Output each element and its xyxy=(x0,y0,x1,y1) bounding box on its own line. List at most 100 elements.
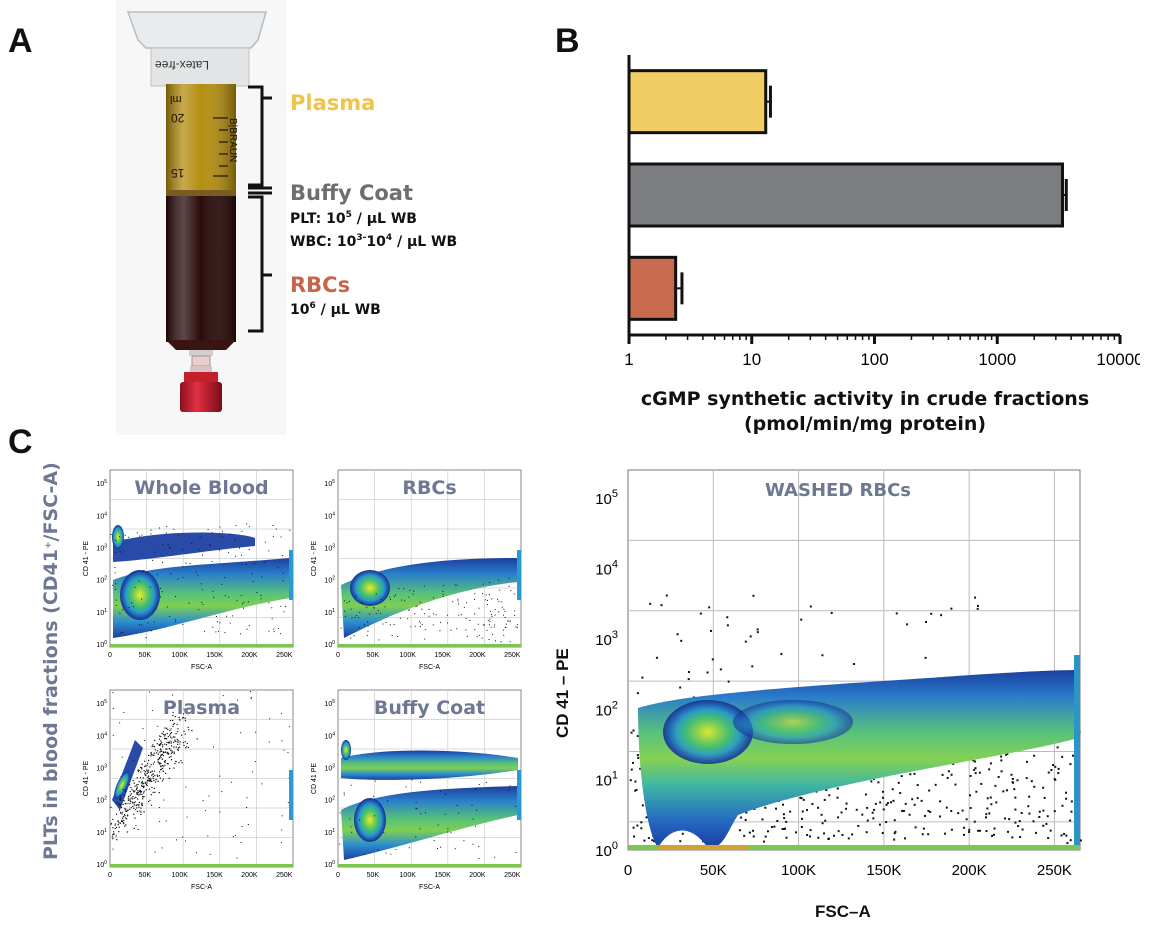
event-dot xyxy=(1043,796,1046,799)
event-dot xyxy=(154,774,156,777)
event-dot xyxy=(160,757,162,759)
event-dot xyxy=(485,594,487,596)
event-dot xyxy=(828,794,831,797)
x-tick-label: 100K xyxy=(172,652,189,659)
event-dot xyxy=(161,765,164,767)
syringe-unit-text: ml xyxy=(170,93,182,105)
x-tick-label: 1000 xyxy=(978,350,1016,369)
event-dot xyxy=(800,618,803,621)
event-dot xyxy=(444,793,446,795)
event-dot xyxy=(346,602,348,604)
event-dot xyxy=(343,792,345,794)
event-dot xyxy=(404,600,406,602)
event-dot xyxy=(280,605,282,607)
event-dot xyxy=(515,626,517,628)
event-dot xyxy=(240,841,242,843)
event-dot xyxy=(151,710,153,712)
y-tick-label: 104 xyxy=(324,511,335,520)
event-dot xyxy=(1063,832,1066,835)
event-dot xyxy=(984,816,987,819)
event-dot xyxy=(1028,795,1031,798)
event-dot xyxy=(976,607,979,610)
event-dot xyxy=(138,804,140,806)
event-dot xyxy=(1000,770,1003,773)
event-dot xyxy=(634,780,637,783)
event-dot xyxy=(278,627,280,629)
event-dot xyxy=(186,816,188,818)
event-dot xyxy=(143,770,145,772)
bar-chart: 1 10 100 1000 10000 xyxy=(624,55,1140,369)
event-dot xyxy=(288,726,290,728)
event-dot xyxy=(893,838,896,841)
panel-letter-a: A xyxy=(8,22,33,60)
event-dot xyxy=(159,751,161,753)
event-dot xyxy=(423,613,425,615)
event-dot xyxy=(985,813,988,816)
event-dot xyxy=(112,834,114,836)
event-dot xyxy=(181,717,184,719)
event-dot xyxy=(166,752,168,754)
event-dot xyxy=(740,816,743,819)
event-dot xyxy=(172,714,174,716)
event-dot xyxy=(143,785,145,787)
event-dot xyxy=(727,680,730,683)
event-dot xyxy=(158,762,160,764)
event-dot xyxy=(174,596,176,598)
event-dot xyxy=(110,534,112,536)
event-dot xyxy=(160,743,162,745)
event-dot xyxy=(187,746,190,749)
flow-plot-title: Whole Blood xyxy=(134,477,268,499)
event-dot xyxy=(387,800,389,802)
density-core xyxy=(354,798,386,842)
event-dot xyxy=(1006,789,1009,792)
event-dot xyxy=(173,751,175,753)
event-dot xyxy=(975,790,978,793)
event-dot xyxy=(785,820,788,823)
event-dot xyxy=(508,620,510,622)
event-dot xyxy=(416,605,418,607)
event-dot xyxy=(837,830,840,833)
event-dot xyxy=(800,826,803,829)
flow-plot-rbcs: 100 101 102 103 104 105 0 50K 100K 150K 200K 250K FS… xyxy=(311,469,522,671)
event-dot xyxy=(350,637,352,639)
big-plot-title: WASHED RBCs xyxy=(765,480,912,501)
event-dot xyxy=(749,635,752,638)
event-dot xyxy=(148,788,150,790)
event-dot xyxy=(158,744,161,747)
event-dot xyxy=(135,796,137,798)
event-dot xyxy=(893,819,896,822)
event-dot xyxy=(125,808,127,810)
event-dot xyxy=(503,634,505,636)
event-dot xyxy=(443,585,445,587)
event-dot xyxy=(989,762,992,765)
event-dot xyxy=(177,747,180,749)
event-dot xyxy=(660,604,663,607)
event-dot xyxy=(176,839,178,841)
event-dot xyxy=(141,802,143,804)
event-dot xyxy=(177,740,179,742)
event-dot xyxy=(773,825,776,828)
event-dot xyxy=(133,804,136,806)
event-dot xyxy=(425,812,427,814)
event-dot xyxy=(169,548,171,550)
event-dot xyxy=(119,551,121,553)
event-dot xyxy=(393,624,395,626)
event-dot xyxy=(500,641,502,643)
event-dot xyxy=(144,760,146,762)
event-dot xyxy=(865,831,868,834)
syringe-photo xyxy=(116,0,286,435)
event-dot xyxy=(809,605,812,608)
event-dot xyxy=(209,544,211,546)
event-dot xyxy=(183,730,185,732)
event-dot xyxy=(358,627,360,629)
event-dot xyxy=(134,586,136,588)
event-dot xyxy=(240,595,242,597)
event-dot xyxy=(133,807,135,809)
event-dot xyxy=(139,776,142,779)
event-dot xyxy=(375,837,377,839)
event-dot xyxy=(150,751,152,754)
event-dot xyxy=(498,611,500,613)
event-dot xyxy=(1014,796,1017,799)
event-dot xyxy=(641,676,644,679)
event-dot xyxy=(630,768,633,771)
